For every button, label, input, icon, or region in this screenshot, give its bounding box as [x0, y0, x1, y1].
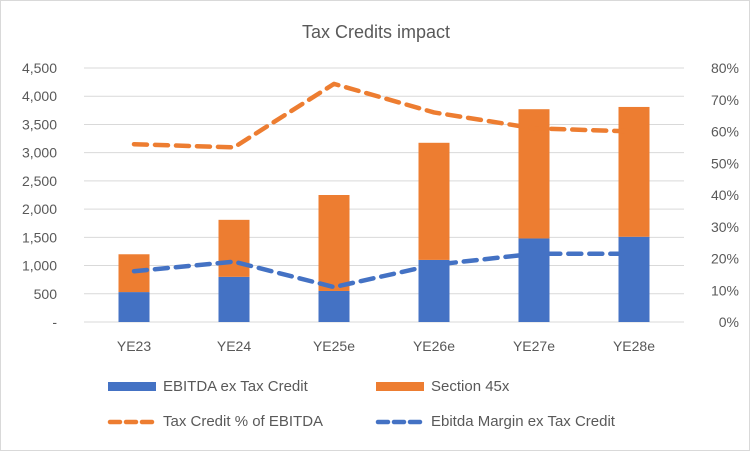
x-tick-label: YE27e	[513, 338, 555, 354]
bar-section-45x	[419, 143, 450, 260]
chart-title: Tax Credits impact	[302, 22, 450, 42]
y-tick-label-right: 0%	[719, 314, 739, 330]
y-tick-label-left: 3,500	[22, 116, 57, 132]
y-tick-label-left: 1,000	[22, 258, 57, 274]
y-tick-label-left: -	[52, 314, 57, 330]
y-tick-label-left: 500	[34, 286, 58, 302]
bar-ebitda-ex-tax-credit	[519, 238, 550, 322]
y-tick-label-right: 70%	[711, 92, 739, 108]
y-tick-label-right: 20%	[711, 251, 739, 267]
line-ebitda-margin-ex-tax-credit	[134, 254, 634, 287]
y-tick-label-left: 4,500	[22, 60, 57, 76]
bar-ebitda-ex-tax-credit	[319, 291, 350, 322]
y-tick-label-left: 1,500	[22, 229, 57, 245]
x-tick-label: YE23	[117, 338, 151, 354]
y-tick-label-right: 40%	[711, 187, 739, 203]
y-tick-label-right: 80%	[711, 60, 739, 76]
legend-label: Section 45x	[431, 378, 510, 395]
legend-label: Tax Credit % of EBITDA	[163, 413, 323, 430]
y-tick-label-right: 10%	[711, 282, 739, 298]
legend-label: Ebitda Margin ex Tax Credit	[431, 413, 616, 430]
bar-section-45x	[619, 107, 650, 237]
y-tick-label-left: 2,500	[22, 173, 57, 189]
x-tick-label: YE25e	[313, 338, 355, 354]
legend-swatch	[376, 382, 424, 391]
y-tick-label-left: 4,000	[22, 88, 57, 104]
bar-ebitda-ex-tax-credit	[619, 237, 650, 322]
y-tick-label-right: 30%	[711, 219, 739, 235]
legend-swatch	[108, 382, 156, 391]
bar-section-45x	[219, 220, 250, 277]
legend-label: EBITDA ex Tax Credit	[163, 378, 309, 395]
bar-ebitda-ex-tax-credit	[219, 277, 250, 322]
y-tick-label-right: 50%	[711, 155, 739, 171]
line-tax-credit-of-ebitda	[134, 84, 634, 148]
y-tick-label-left: 2,000	[22, 201, 57, 217]
bar-section-45x	[319, 195, 350, 291]
x-tick-label: YE24	[217, 338, 251, 354]
y-tick-label-left: 3,000	[22, 145, 57, 161]
y-tick-label-right: 60%	[711, 124, 739, 140]
x-tick-label: YE26e	[413, 338, 455, 354]
bar-ebitda-ex-tax-credit	[119, 292, 150, 322]
x-tick-label: YE28e	[613, 338, 655, 354]
